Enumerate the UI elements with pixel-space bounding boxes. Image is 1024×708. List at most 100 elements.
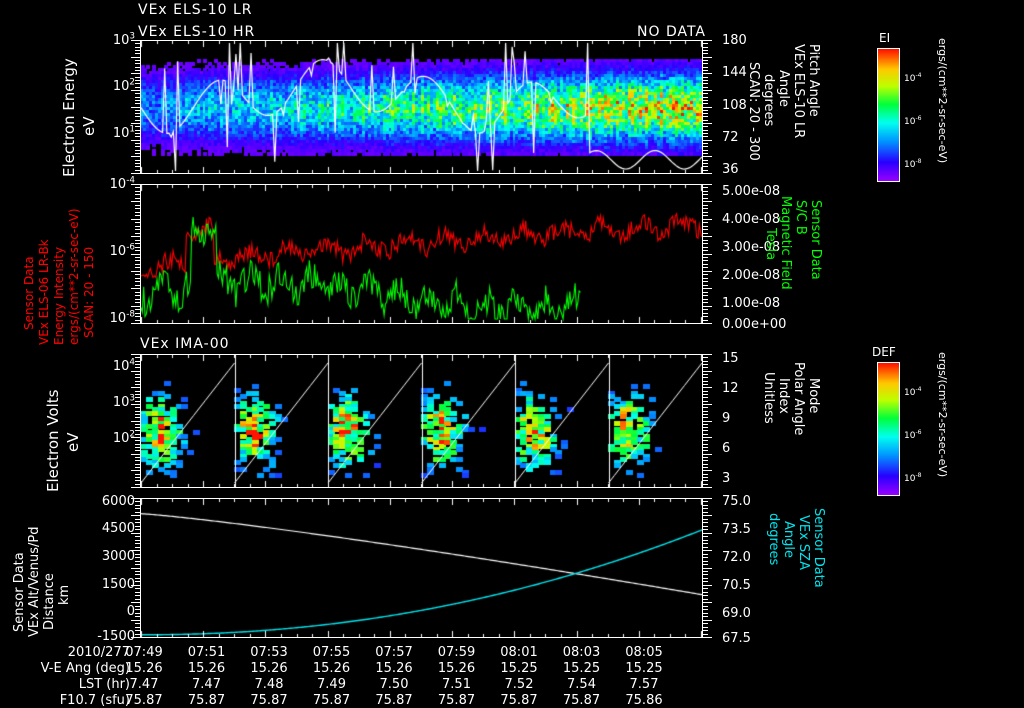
panel4-y2-label-0: Sensor Data (811, 508, 826, 588)
panel3-y2tick-2: 9 (722, 411, 731, 426)
table-cell-time-6: 08:01 (500, 645, 538, 660)
panel4-y2-label-3: degrees (766, 513, 781, 566)
panel1-y-axis-label: Electron Energy (60, 58, 78, 177)
table-cell-veang-0: 15.26 (125, 661, 163, 676)
table-cell-lst-7: 7.54 (567, 677, 596, 692)
panel2-y-label-1: VEx ELS-06 LR-Bk (37, 239, 51, 345)
panel1-y2tick-3: 72 (722, 130, 739, 145)
table-cell-lst-0: 7.47 (129, 677, 159, 692)
panel4-y-label-1: VEx Alt/Venus/Pd (27, 526, 42, 637)
panel3-colorbar (877, 362, 900, 496)
panel1-y2-label-3: degrees (761, 74, 776, 127)
panel3-colorbar-units: ergs/(cm**2-sr-sec-eV) (936, 352, 949, 478)
panel2-y2tick-1: 4.00e-08 (722, 212, 781, 227)
panel1-ytick-2: 101 (112, 124, 135, 141)
table-cell-lst-5: 7.51 (442, 677, 471, 692)
panel2-ytick-1: 10-6 (109, 242, 135, 259)
panel3-y2tick-4: 3 (722, 471, 731, 486)
panel2-y2tick-3: 2.00e-08 (722, 268, 781, 283)
panel4-timeseries[interactable] (140, 498, 703, 638)
table-cell-f107-8: 75.86 (625, 693, 663, 708)
panel1-spectrogram[interactable] (140, 40, 703, 174)
table-cell-veang-1: 15.26 (187, 661, 226, 676)
panel1-title-hr: VEx ELS-10 HR (138, 24, 256, 40)
panel3-y2tick-0: 15 (722, 351, 739, 366)
panel2-ytick-2: 10-8 (109, 309, 135, 326)
panel2-y2-label-0: Sensor Data (808, 200, 823, 280)
panel4-y2tick-2: 72.0 (722, 550, 751, 565)
panel2-ytick-0: 10-4 (109, 175, 135, 192)
panel2-y-label-3: ergs/(cm**2-sr-sec-eV) (67, 208, 81, 345)
panel1-colorbar-tick-1: 10-6 (904, 115, 922, 127)
table-cell-lst-3: 7.49 (317, 677, 346, 692)
panel1-y2-label-1: VEx ELS-10 LR (791, 44, 806, 139)
panel1-y2tick-2: 108 (722, 98, 747, 113)
table-cell-time-2: 07:53 (250, 645, 288, 660)
table-cell-lst-4: 7.50 (379, 677, 409, 692)
panel2-timeseries[interactable] (140, 184, 703, 324)
panel3-y2tick-1: 12 (722, 381, 739, 396)
panel4-y2-label-2: Angle (781, 521, 796, 558)
panel3-spectrogram[interactable] (140, 354, 703, 488)
panel3-y2-label-0: Mode (806, 378, 821, 414)
panel4-ytick-1: 4500 (101, 521, 135, 536)
panel2-y2tick-5: 0.00e+00 (722, 317, 787, 332)
table-cell-time-0: 07:49 (125, 645, 163, 660)
table-cell-veang-6: 15.25 (500, 661, 538, 676)
panel4-y-label-3: km (57, 584, 72, 605)
panel1-ytick-0: 103 (112, 31, 135, 48)
panel4-ytick-3: 1500 (101, 577, 135, 592)
panel3-title: VEx IMA-00 (140, 336, 230, 352)
panel4-y2tick-3: 70.5 (722, 578, 751, 593)
panel1-y2tick-0: 180 (722, 33, 747, 48)
panel1-y2tick-1: 144 (722, 65, 747, 80)
panel2-y2-label-3: Tesla (763, 228, 778, 261)
panel1-colorbar-name: EI (879, 31, 891, 45)
panel4-y2tick-1: 73.5 (722, 522, 751, 537)
panel3-colorbar-name: DEF (872, 345, 896, 359)
panel1-colorbar-tick-0: 10-4 (904, 72, 922, 84)
table-cell-f107-4: 75.87 (375, 693, 413, 708)
panel4-y2-label-1: VEx SZA (796, 515, 811, 570)
table-cell-veang-8: 15.25 (625, 661, 663, 676)
panel4-y2tick-5: 67.5 (722, 631, 751, 646)
panel4-ytick-2: 3000 (101, 549, 135, 564)
panel1-title-lr: VEx ELS-10 LR (138, 2, 253, 18)
panel3-ytick-2: 102 (112, 429, 135, 446)
table-cell-veang-2: 15.26 (250, 661, 288, 676)
panel4-y2tick-0: 75.0 (722, 494, 751, 509)
table-cell-f107-6: 75.87 (500, 693, 538, 708)
panel2-y-label-2: Energy Intensity (52, 246, 66, 345)
table-row-label-lst: LST (hr) (78, 677, 130, 692)
panel3-colorbar-tick-2: 10-8 (904, 472, 922, 484)
table-cell-f107-1: 75.87 (187, 693, 226, 708)
panel2-y2-label-2: Magnetic Field (778, 196, 793, 290)
panel1-colorbar-units: ergs/(cm**2-sr-sec-eV) (936, 38, 949, 164)
panel4-ytick-5: -1500 (97, 629, 135, 644)
table-cell-veang-4: 15.26 (375, 661, 413, 676)
panel3-colorbar-tick-1: 10-6 (904, 429, 922, 441)
panel3-ytick-1: 103 (112, 393, 135, 410)
panel3-y-axis-label: Electron Volts (44, 389, 62, 492)
table-cell-f107-3: 75.87 (312, 693, 351, 708)
panel1-y2tick-4: 36 (722, 162, 739, 177)
panel3-y-axis-units: eV (64, 432, 82, 453)
table-cell-time-8: 08:05 (625, 645, 663, 660)
panel4-ytick-4: 0 (126, 604, 135, 619)
panel3-y2-label-3: Unitless (761, 372, 776, 424)
panel4-y2tick-4: 69.0 (722, 606, 751, 621)
table-cell-veang-7: 15.25 (562, 661, 601, 676)
panel1-ytick-1: 102 (112, 77, 135, 94)
table-cell-time-7: 08:03 (562, 645, 601, 660)
panel3-colorbar-tick-0: 10-4 (904, 386, 922, 398)
panel3-y2-label-1: Polar Angle (791, 362, 806, 436)
table-cell-lst-1: 7.47 (192, 677, 221, 692)
panel1-y2-label-4: SCAN: 20 - 300 (746, 62, 761, 161)
table-row-label-ve-ang: V-E Ang (deg) (40, 661, 130, 676)
table-cell-f107-2: 75.87 (250, 693, 288, 708)
table-cell-time-5: 07:59 (437, 645, 476, 660)
panel1-colorbar (877, 48, 900, 182)
panel2-y2tick-0: 5.00e-08 (722, 184, 781, 199)
table-cell-lst-2: 7.48 (254, 677, 284, 692)
panel3-ytick-0: 104 (112, 357, 135, 374)
